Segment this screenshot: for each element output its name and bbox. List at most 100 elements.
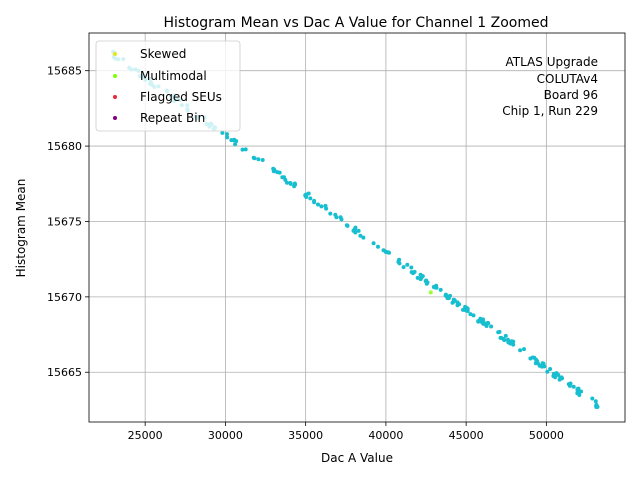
annotation-line-4: Chip 1, Run 229 — [502, 104, 598, 118]
plot-area-frame — [88, 32, 626, 423]
data-point — [308, 196, 313, 201]
chart-title: Histogram Mean vs Dac A Value for Channe… — [164, 15, 549, 31]
legend-box — [95, 40, 241, 132]
data-point — [461, 307, 465, 312]
data-point — [328, 211, 333, 216]
data-point — [288, 181, 293, 185]
data-point — [568, 381, 573, 386]
grid — [89, 33, 625, 422]
legend-label-multimodal: Multimodal — [140, 69, 207, 83]
data-point — [280, 175, 285, 180]
data-point — [324, 206, 329, 211]
data-point — [312, 200, 317, 205]
data-point — [397, 261, 402, 266]
data-point — [489, 324, 494, 329]
data-point — [252, 156, 257, 161]
data-point — [594, 404, 599, 408]
data-point — [285, 180, 289, 185]
data-point — [220, 130, 225, 135]
data-point — [590, 396, 595, 401]
y-tick-label: 15670 — [47, 291, 82, 304]
legend-marker-repeat-bin — [113, 116, 117, 120]
data-point — [481, 317, 485, 322]
x-axis-ticks: 25000 30000 35000 40000 45000 50000 — [128, 422, 564, 442]
x-tick-label: 40000 — [368, 429, 403, 442]
legend-label-repeat-bin: Repeat Bin — [140, 111, 205, 125]
data-point — [381, 248, 386, 253]
data-point — [446, 296, 451, 301]
data-point — [511, 342, 516, 347]
data-point — [438, 287, 443, 292]
data-point — [319, 204, 324, 209]
data-point — [484, 324, 489, 328]
annotation-line-1: ATLAS Upgrade — [505, 55, 598, 69]
annotation-line-2: COLUTAv4 — [537, 72, 598, 86]
data-point — [353, 225, 358, 230]
data-point — [405, 262, 410, 267]
data-point — [412, 269, 417, 274]
x-tick-label: 25000 — [128, 429, 163, 442]
legend-marker-flagged-seus — [113, 95, 117, 99]
data-point — [358, 233, 363, 238]
data-point — [537, 363, 542, 368]
data-point — [434, 285, 439, 290]
data-point — [361, 235, 366, 240]
data-point — [397, 257, 402, 262]
data-point — [528, 356, 533, 361]
data-point — [518, 348, 523, 353]
x-tick-label: 35000 — [288, 429, 323, 442]
data-point — [283, 177, 288, 182]
data-point — [316, 202, 320, 207]
data-point — [256, 157, 261, 162]
y-axis-ticks: 15665 15670 15675 15680 15685 — [47, 65, 89, 379]
x-tick-label: 50000 — [529, 429, 564, 442]
data-point — [503, 333, 508, 338]
data-point — [498, 335, 503, 340]
legend: Skewed Multimodal Flagged SEUs Repeat Bi… — [95, 40, 241, 132]
data-point — [593, 399, 598, 404]
annotation-line-3: Board 96 — [544, 88, 598, 102]
y-tick-label: 15680 — [47, 140, 82, 153]
data-point — [344, 223, 349, 228]
data-point — [509, 339, 514, 344]
data-point — [233, 142, 238, 147]
data-point — [292, 181, 297, 186]
data-point — [275, 170, 280, 175]
data-point — [485, 320, 490, 325]
data-point — [234, 139, 239, 144]
data-point — [260, 158, 265, 162]
data-point — [465, 308, 470, 313]
data-point — [243, 147, 248, 152]
data-point — [576, 390, 581, 395]
annotation-block: ATLAS Upgrade COLUTAv4 Board 96 Chip 1, … — [502, 55, 598, 118]
data-point — [356, 228, 361, 233]
data-point — [371, 241, 376, 246]
data-point — [409, 265, 414, 270]
y-axis-label: Histogram Mean — [14, 179, 28, 278]
x-tick-label: 30000 — [208, 429, 243, 442]
data-point — [534, 357, 539, 362]
legend-marker-multimodal — [113, 74, 117, 78]
data-point — [304, 195, 309, 199]
data-point — [351, 228, 356, 233]
legend-label-skewed: Skewed — [140, 47, 186, 61]
data-point — [496, 330, 501, 335]
data-point — [457, 302, 462, 307]
data-point — [387, 250, 391, 255]
data-point — [415, 275, 420, 280]
data-point — [542, 364, 547, 369]
data-point — [272, 167, 277, 172]
y-tick-label: 15675 — [47, 215, 82, 228]
data-point — [551, 374, 556, 378]
data-point — [533, 361, 538, 366]
data-point — [571, 384, 576, 389]
data-point — [522, 347, 526, 352]
data-point — [240, 147, 245, 152]
data-point — [306, 191, 311, 196]
data-point — [556, 373, 561, 377]
data-point — [419, 274, 424, 279]
data-point — [225, 135, 230, 140]
data-point — [558, 376, 563, 381]
x-axis-label: Dac A Value — [321, 451, 393, 465]
